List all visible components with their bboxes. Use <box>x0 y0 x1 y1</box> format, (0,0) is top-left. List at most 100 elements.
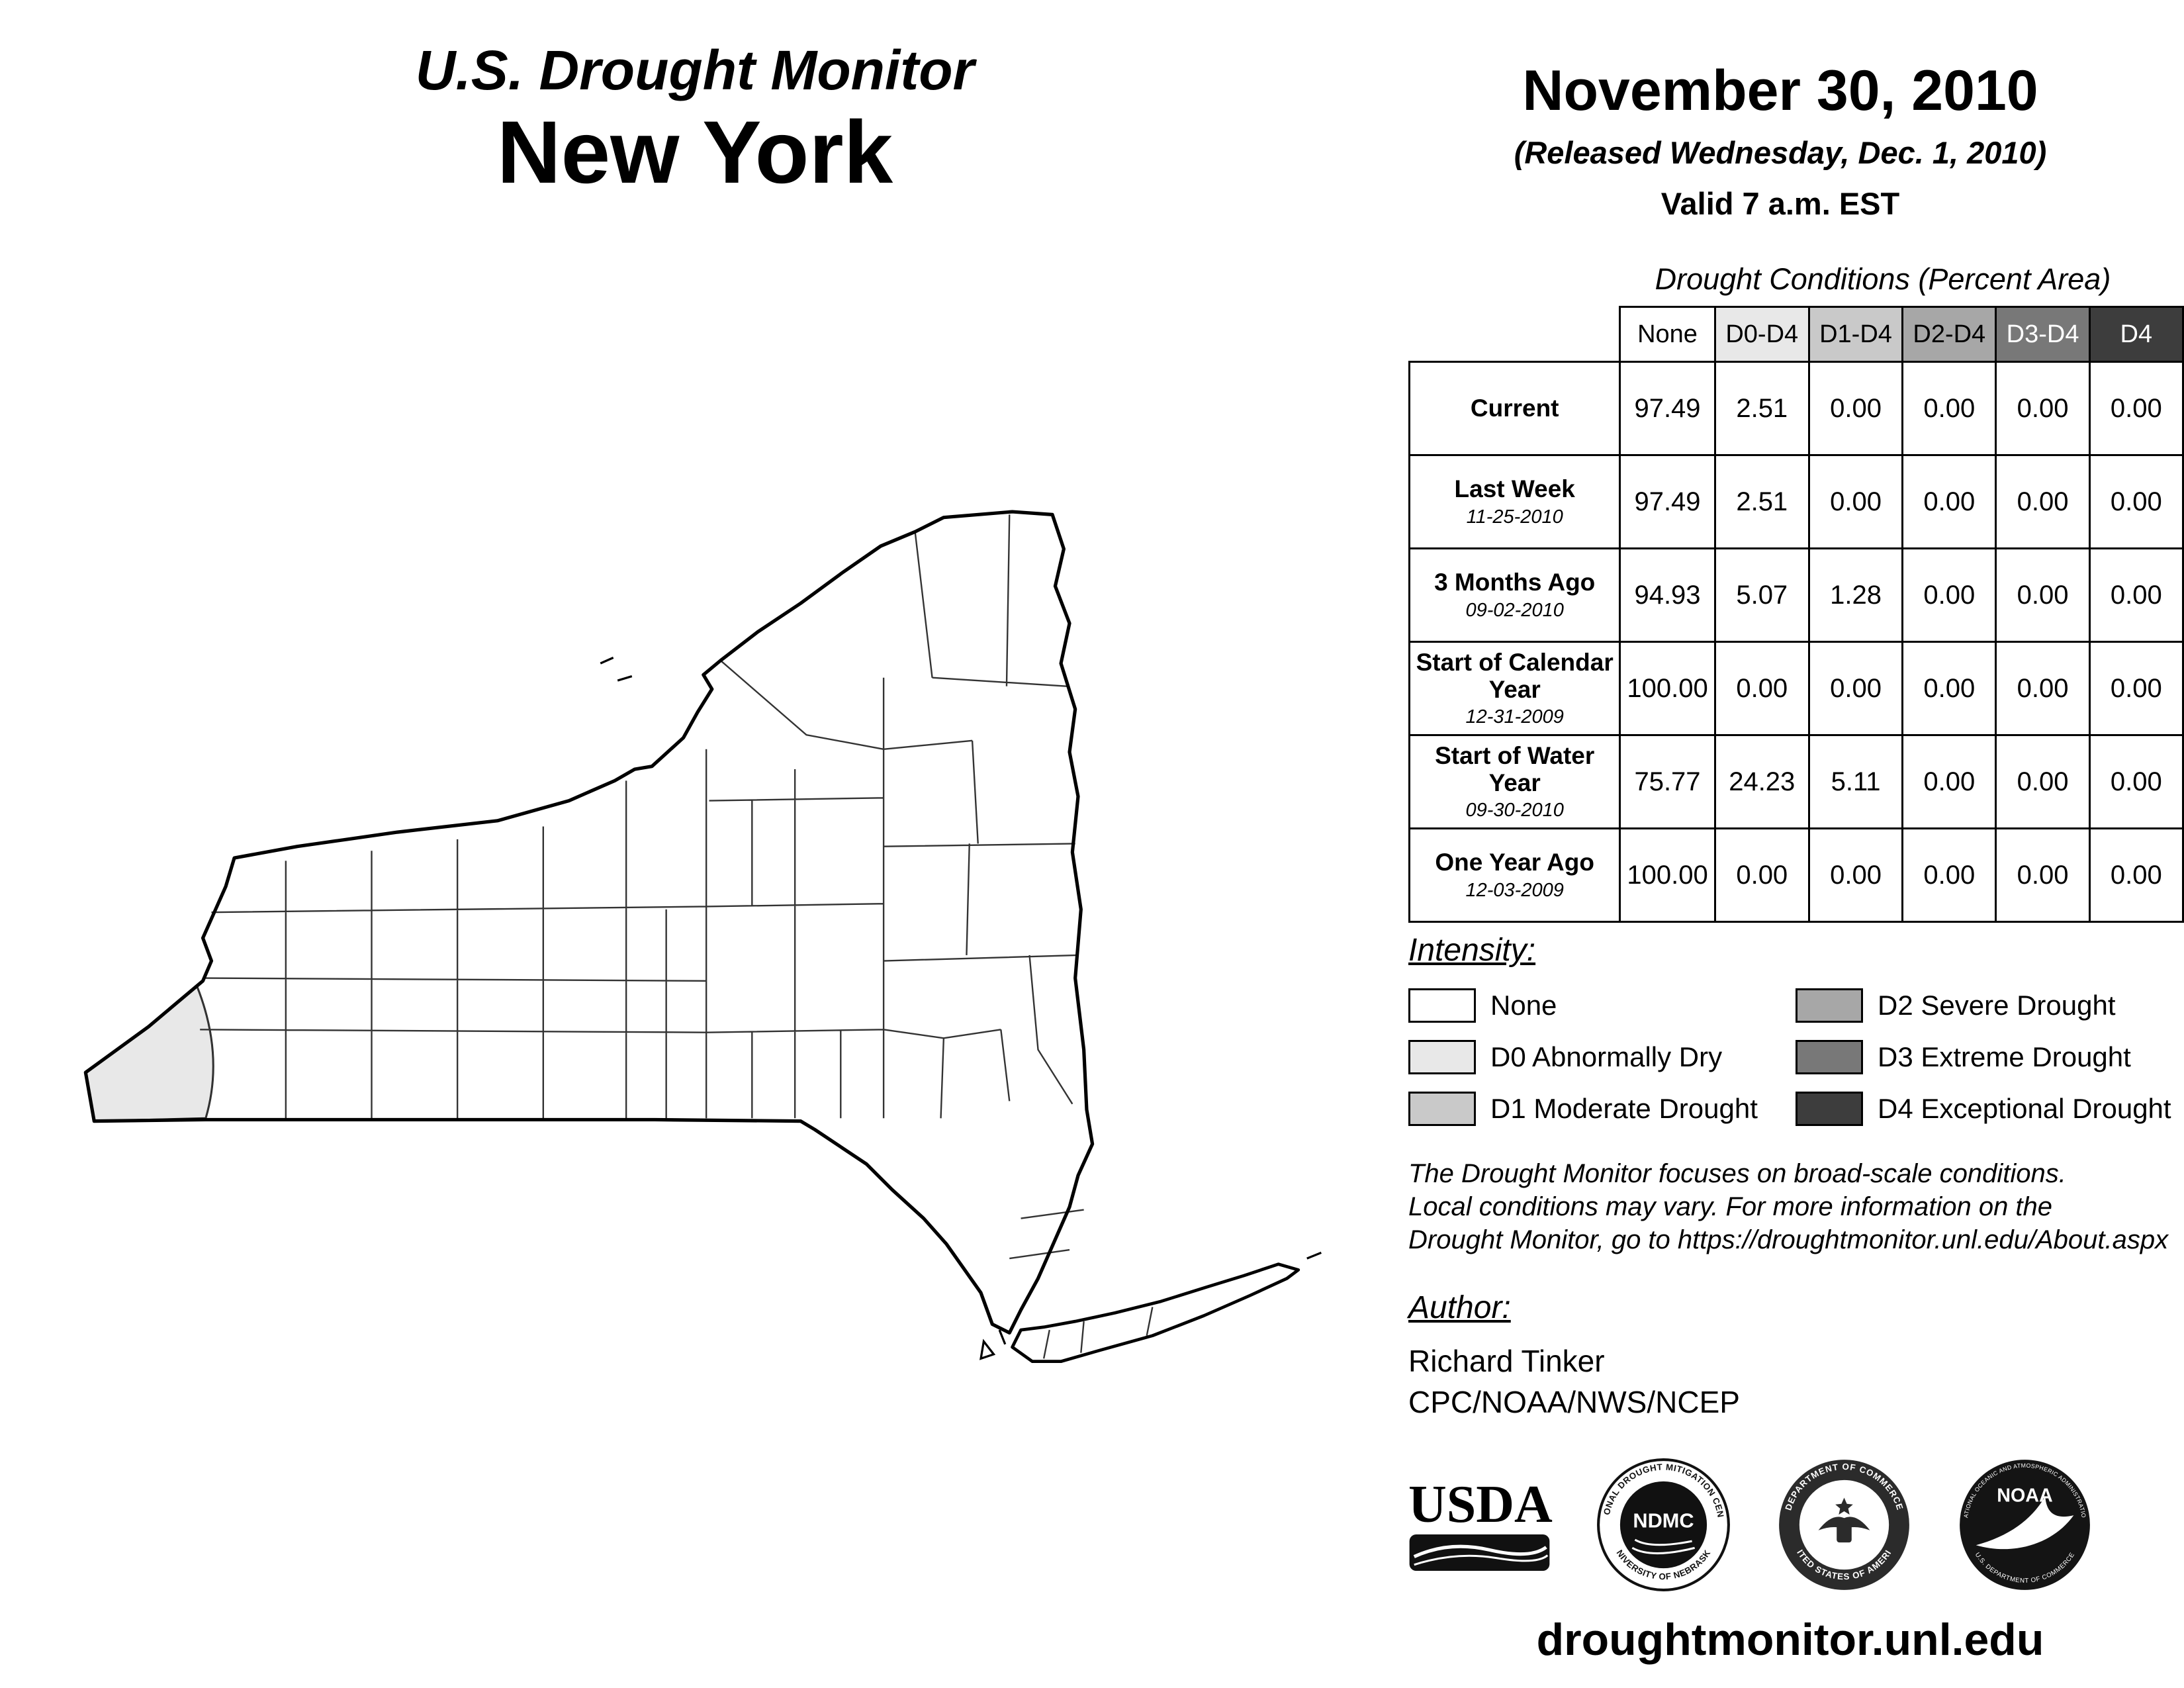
table-row-last-week: Last Week 11-25-2010 97.49 2.51 0.00 0.0… <box>1408 454 2184 549</box>
row-date: 09-30-2010 <box>1465 800 1564 821</box>
table-row-3-months-ago: 3 Months Ago 09-02-2010 94.93 5.07 1.28 … <box>1408 547 2184 643</box>
cell-value: 0.00 <box>1807 827 1904 923</box>
row-label: Current <box>1470 395 1559 422</box>
cell-value: 0.00 <box>1807 454 1904 549</box>
cell-value: 0.00 <box>1901 454 1997 549</box>
row-label: Last Week <box>1454 475 1575 503</box>
row-date: 11-25-2010 <box>1466 506 1563 528</box>
cell-value: 0.00 <box>1807 361 1904 456</box>
legend-label: D1 Moderate Drought <box>1490 1093 1758 1124</box>
ndmc-center-text: NDMC <box>1633 1509 1694 1532</box>
cell-value: 2.51 <box>1713 454 1810 549</box>
d4-swatch <box>1796 1092 1863 1126</box>
table-row-start-water-year: Start of Water Year 09-30-2010 75.77 24.… <box>1408 734 2184 829</box>
legend-item-d3: D3 Extreme Drought <box>1796 1040 2183 1074</box>
doc-seal-logo: DEPARTMENT OF COMMERCE UNITED STATES OF … <box>1779 1459 1909 1590</box>
table-row-current: Current 97.49 2.51 0.00 0.00 0.00 0.00 <box>1408 361 2184 456</box>
usda-bar-icon <box>1409 1534 1550 1571</box>
disclaimer-line: Local conditions may vary. For more info… <box>1408 1192 2053 1221</box>
author-organization: CPC/NOAA/NWS/NCEP <box>1408 1385 1740 1420</box>
state-outline <box>83 510 1095 1335</box>
county-boundaries <box>196 514 1154 1359</box>
cell-value: 24.23 <box>1713 734 1810 829</box>
disclaimer-line: Drought Monitor, go to https://droughtmo… <box>1408 1225 2169 1254</box>
small-islands <box>600 657 1322 1360</box>
legend-item-none: None <box>1408 988 1796 1023</box>
cell-value: 5.07 <box>1713 547 1810 643</box>
report-date: November 30, 2010 <box>1522 59 2038 122</box>
noaa-seagull-icon <box>1976 1495 2074 1549</box>
cell-value: 0.00 <box>1995 827 2091 923</box>
agency-logos: USDA NATIONAL DROUGHT MITIGATION CENTER … <box>1408 1455 2093 1594</box>
report-title: U.S. Drought Monitor <box>415 39 975 101</box>
legend-title: Intensity: <box>1408 933 1536 968</box>
cell-value: 0.00 <box>2088 454 2184 549</box>
cell-value: 100.00 <box>1619 827 1716 923</box>
row-date: 12-03-2009 <box>1465 879 1564 901</box>
usda-logo: USDA <box>1408 1478 1553 1571</box>
table-row-start-calendar-year: Start of Calendar Year 12-31-2009 100.00… <box>1408 641 2184 736</box>
date-block: November 30, 2010 (Released Wednesday, D… <box>1377 58 2184 222</box>
legend-label: D3 Extreme Drought <box>1878 1041 2131 1072</box>
region-title: New York <box>496 103 893 203</box>
ndmc-wave-icon <box>1631 1538 1696 1554</box>
cell-value: 0.00 <box>1901 641 1997 736</box>
cell-value: 0.00 <box>2088 734 2184 829</box>
table-title: Drought Conditions (Percent Area) <box>1655 262 2111 296</box>
col-header-none: None <box>1619 306 1716 363</box>
d0-region <box>84 985 214 1123</box>
cell-value: 97.49 <box>1619 361 1716 456</box>
table-row-one-year-ago: One Year Ago 12-03-2009 100.00 0.00 0.00… <box>1408 827 2184 923</box>
d3-swatch <box>1796 1040 1863 1074</box>
author-name: Richard Tinker <box>1408 1344 1605 1378</box>
disclaimer: The Drought Monitor focuses on broad-sca… <box>1408 1157 2168 1256</box>
cell-value: 0.00 <box>1901 361 1997 456</box>
col-header-d2: D2-D4 <box>1901 306 1997 363</box>
valid-time: Valid 7 a.m. EST <box>1661 186 1900 221</box>
d2-swatch <box>1796 988 1863 1023</box>
cell-value: 75.77 <box>1619 734 1716 829</box>
cell-value: 0.00 <box>1901 827 1997 923</box>
row-label: 3 Months Ago <box>1434 569 1596 596</box>
cell-value: 0.00 <box>1995 734 2091 829</box>
intensity-legend: Intensity: None D0 Abnormally Dry D1 Mod… <box>1408 932 2184 1143</box>
cell-value: 0.00 <box>1901 547 1997 643</box>
cell-value: 0.00 <box>1995 361 2091 456</box>
new-york-map <box>83 503 1327 1429</box>
conditions-table: None D0-D4 D1-D4 D2-D4 D3-D4 D4 Current … <box>1408 306 2184 923</box>
d0-swatch <box>1408 1040 1476 1074</box>
cell-value: 0.00 <box>2088 641 2184 736</box>
cell-value: 0.00 <box>1995 454 2091 549</box>
disclaimer-line: The Drought Monitor focuses on broad-sca… <box>1408 1159 2066 1188</box>
legend-item-d1: D1 Moderate Drought <box>1408 1092 1796 1126</box>
legend-label: D0 Abnormally Dry <box>1490 1041 1723 1072</box>
cell-value: 2.51 <box>1713 361 1810 456</box>
long-island-outline <box>1011 1262 1300 1364</box>
table-header-row: None D0-D4 D1-D4 D2-D4 D3-D4 D4 <box>1409 306 2184 363</box>
legend-item-d2: D2 Severe Drought <box>1796 988 2183 1023</box>
row-label: Start of Calendar Year <box>1416 648 1614 703</box>
legend-label: None <box>1490 990 1557 1021</box>
col-header-d0: D0-D4 <box>1713 306 1810 363</box>
cell-value: 0.00 <box>1995 547 2091 643</box>
cell-value: 94.93 <box>1619 547 1716 643</box>
legend-item-d4: D4 Exceptional Drought <box>1796 1092 2183 1126</box>
cell-value: 0.00 <box>1995 641 2091 736</box>
ndmc-logo: NATIONAL DROUGHT MITIGATION CENTER UNIVE… <box>1597 1458 1730 1591</box>
cell-value: 0.00 <box>2088 827 2184 923</box>
legend-item-d0: D0 Abnormally Dry <box>1408 1040 1796 1074</box>
legend-label: D4 Exceptional Drought <box>1878 1093 2171 1124</box>
row-date: 12-31-2009 <box>1465 706 1564 728</box>
cell-value: 1.28 <box>1807 547 1904 643</box>
author-block: Author: Richard Tinker CPC/NOAA/NWS/NCEP <box>1408 1289 1740 1423</box>
col-header-d3: D3-D4 <box>1995 306 2091 363</box>
row-label: One Year Ago <box>1435 849 1594 876</box>
cell-value: 0.00 <box>1807 641 1904 736</box>
noaa-logo: NATIONAL OCEANIC AND ATMOSPHERIC ADMINIS… <box>1960 1459 2090 1590</box>
cell-value: 0.00 <box>1713 641 1810 736</box>
row-label: Start of Water Year <box>1435 741 1595 796</box>
footer-url: droughtmonitor.unl.edu <box>1536 1615 2044 1665</box>
cell-value: 97.49 <box>1619 454 1716 549</box>
cell-value: 0.00 <box>2088 547 2184 643</box>
doc-eagle-emblem-icon <box>1818 1497 1870 1542</box>
